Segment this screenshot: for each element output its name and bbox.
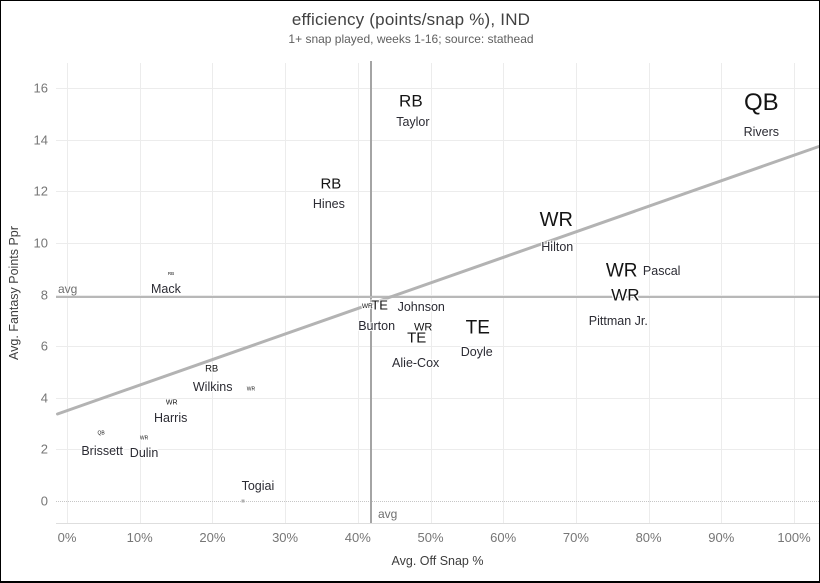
chart-point-mark[interactable]: TE — [371, 297, 388, 313]
chart-point-label: Johnson — [397, 300, 445, 315]
chart-point-label: Brissett — [81, 444, 123, 458]
chart-point-mark[interactable]: WR — [139, 435, 149, 442]
chart-point-label: Burton — [358, 318, 396, 333]
chart-point-mark[interactable]: WR — [605, 260, 638, 282]
chart-point-label: Pascal — [642, 264, 681, 279]
y-gridline — [56, 88, 819, 89]
y-gridline — [56, 346, 819, 348]
x-tick-label: 0% — [57, 530, 77, 545]
x-gridline — [67, 63, 68, 523]
y-tick-label: 16 — [33, 80, 48, 96]
avg-points-reference-line — [56, 296, 819, 299]
x-tick-label: 30% — [272, 530, 299, 545]
chart-point-label: Togiai — [241, 479, 275, 494]
trend-line — [55, 144, 819, 416]
chart-title: efficiency (points/snap %), IND — [291, 10, 531, 29]
x-gridline — [430, 63, 432, 523]
y-gridline — [56, 294, 819, 296]
x-gridline — [648, 63, 650, 523]
chart-point-label: Dulin — [129, 446, 159, 461]
chart-point-label: Hines — [312, 196, 345, 211]
chart-point-mark[interactable]: WR — [165, 399, 178, 407]
chart-point-label: Hilton — [541, 239, 574, 254]
chart-point-mark[interactable]: QB — [97, 430, 105, 437]
x-tick-label: 100% — [777, 530, 811, 545]
avg-snap-line-label: avg — [378, 507, 398, 521]
chart-point-mark[interactable]: TE — [407, 329, 427, 347]
x-gridline — [212, 63, 214, 523]
chart-point-mark[interactable]: QB — [743, 89, 779, 117]
x-tick-label: 90% — [708, 530, 735, 545]
chart-point-mark[interactable]: WR — [361, 303, 373, 311]
x-tick-label: 70% — [562, 530, 589, 545]
x-axis-title: Avg. Off Snap % — [391, 554, 484, 568]
y-gridline — [56, 501, 819, 502]
x-gridline — [794, 63, 795, 523]
chart-point-mark[interactable]: WR — [611, 285, 640, 304]
x-tick-label: 10% — [126, 530, 153, 545]
chart-point-mark[interactable]: RB — [205, 363, 219, 375]
x-axis-baseline — [56, 523, 819, 524]
avg-points-line-label: avg — [58, 282, 78, 296]
chart-point-mark[interactable]: WR — [539, 208, 573, 231]
x-gridline — [285, 63, 287, 523]
y-tick-label: 14 — [33, 132, 48, 148]
y-tick-label: 2 — [40, 441, 48, 457]
x-tick-label: 40% — [344, 530, 371, 545]
y-tick-label: 8 — [40, 287, 48, 302]
chart-subtitle: 1+ snap played, weeks 1-16; source: stat… — [288, 32, 534, 46]
y-gridline — [56, 191, 819, 193]
avg-snap-reference-line — [369, 61, 372, 523]
chart-point-mark[interactable] — [241, 499, 245, 503]
chart-point-mark[interactable]: WR — [414, 321, 433, 334]
chart-point-label: Mack — [151, 281, 181, 296]
chart-point-label: Pittman Jr. — [588, 313, 648, 328]
y-tick-label: 4 — [40, 390, 48, 406]
y-gridline — [56, 449, 819, 451]
y-tick-label: 12 — [33, 183, 48, 199]
y-tick-label: 0 — [40, 493, 48, 509]
chart-point-mark[interactable]: RB — [320, 175, 342, 192]
chart-point-label: Doyle — [460, 345, 493, 360]
x-tick-label: 50% — [417, 530, 444, 545]
chart-point-mark[interactable]: TE — [465, 317, 490, 339]
x-gridline — [575, 63, 577, 523]
chart-point-label: Taylor — [396, 115, 430, 130]
x-gridline — [503, 63, 505, 523]
x-tick-label: 80% — [635, 530, 662, 545]
chart-point-label: Alie-Cox — [392, 356, 440, 371]
y-tick-label: 10 — [33, 235, 48, 251]
x-gridline — [139, 63, 141, 523]
chart-point-mark[interactable]: WR — [246, 386, 256, 393]
x-tick-label: 60% — [490, 530, 517, 545]
chart-point-mark[interactable]: RB — [167, 270, 175, 276]
x-gridline — [721, 63, 723, 523]
chart-point-label: Wilkins — [192, 380, 233, 395]
x-gridline — [357, 63, 359, 523]
chart-point-label: Rivers — [743, 125, 779, 140]
y-gridline — [56, 139, 819, 141]
y-gridline — [56, 242, 819, 244]
y-tick-label: 6 — [40, 338, 48, 354]
chart-point-label: Harris — [154, 411, 188, 426]
y-gridline — [56, 397, 819, 399]
x-tick-label: 20% — [199, 530, 226, 545]
chart-point-mark[interactable]: RB — [399, 91, 423, 111]
